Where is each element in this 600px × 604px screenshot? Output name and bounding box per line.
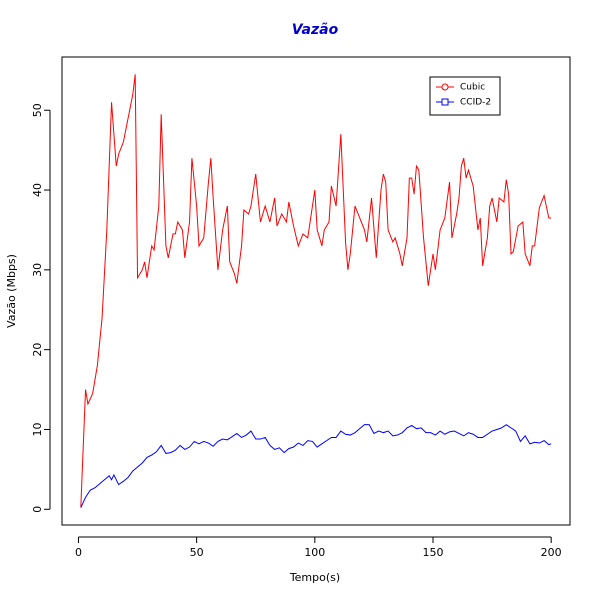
y-axis-label: Vazão (Mbps) bbox=[5, 254, 18, 328]
y-tick-label: 30 bbox=[31, 263, 44, 277]
legend-label: CCID-2 bbox=[460, 98, 491, 108]
x-tick-label: 100 bbox=[304, 546, 325, 559]
series-line bbox=[80, 424, 552, 508]
x-tick-label: 200 bbox=[541, 546, 562, 559]
series-line bbox=[80, 74, 552, 507]
y-tick-label: 0 bbox=[31, 506, 44, 513]
x-tick-label: 0 bbox=[75, 546, 82, 559]
y-tick-label: 40 bbox=[31, 183, 44, 197]
x-tick-label: 150 bbox=[423, 546, 444, 559]
legend-box bbox=[429, 76, 501, 116]
y-tick-label: 10 bbox=[31, 422, 44, 436]
legend-marker bbox=[441, 83, 449, 91]
chart-title: Vazão bbox=[292, 22, 339, 38]
x-tick-label: 50 bbox=[190, 546, 204, 559]
y-tick-label: 20 bbox=[31, 343, 44, 357]
legend-marker bbox=[441, 98, 449, 106]
plot-frame bbox=[61, 56, 571, 526]
y-tick-label: 50 bbox=[31, 103, 44, 117]
legend-label: Cubic bbox=[460, 83, 485, 93]
x-axis-label: Tempo(s) bbox=[289, 571, 340, 584]
